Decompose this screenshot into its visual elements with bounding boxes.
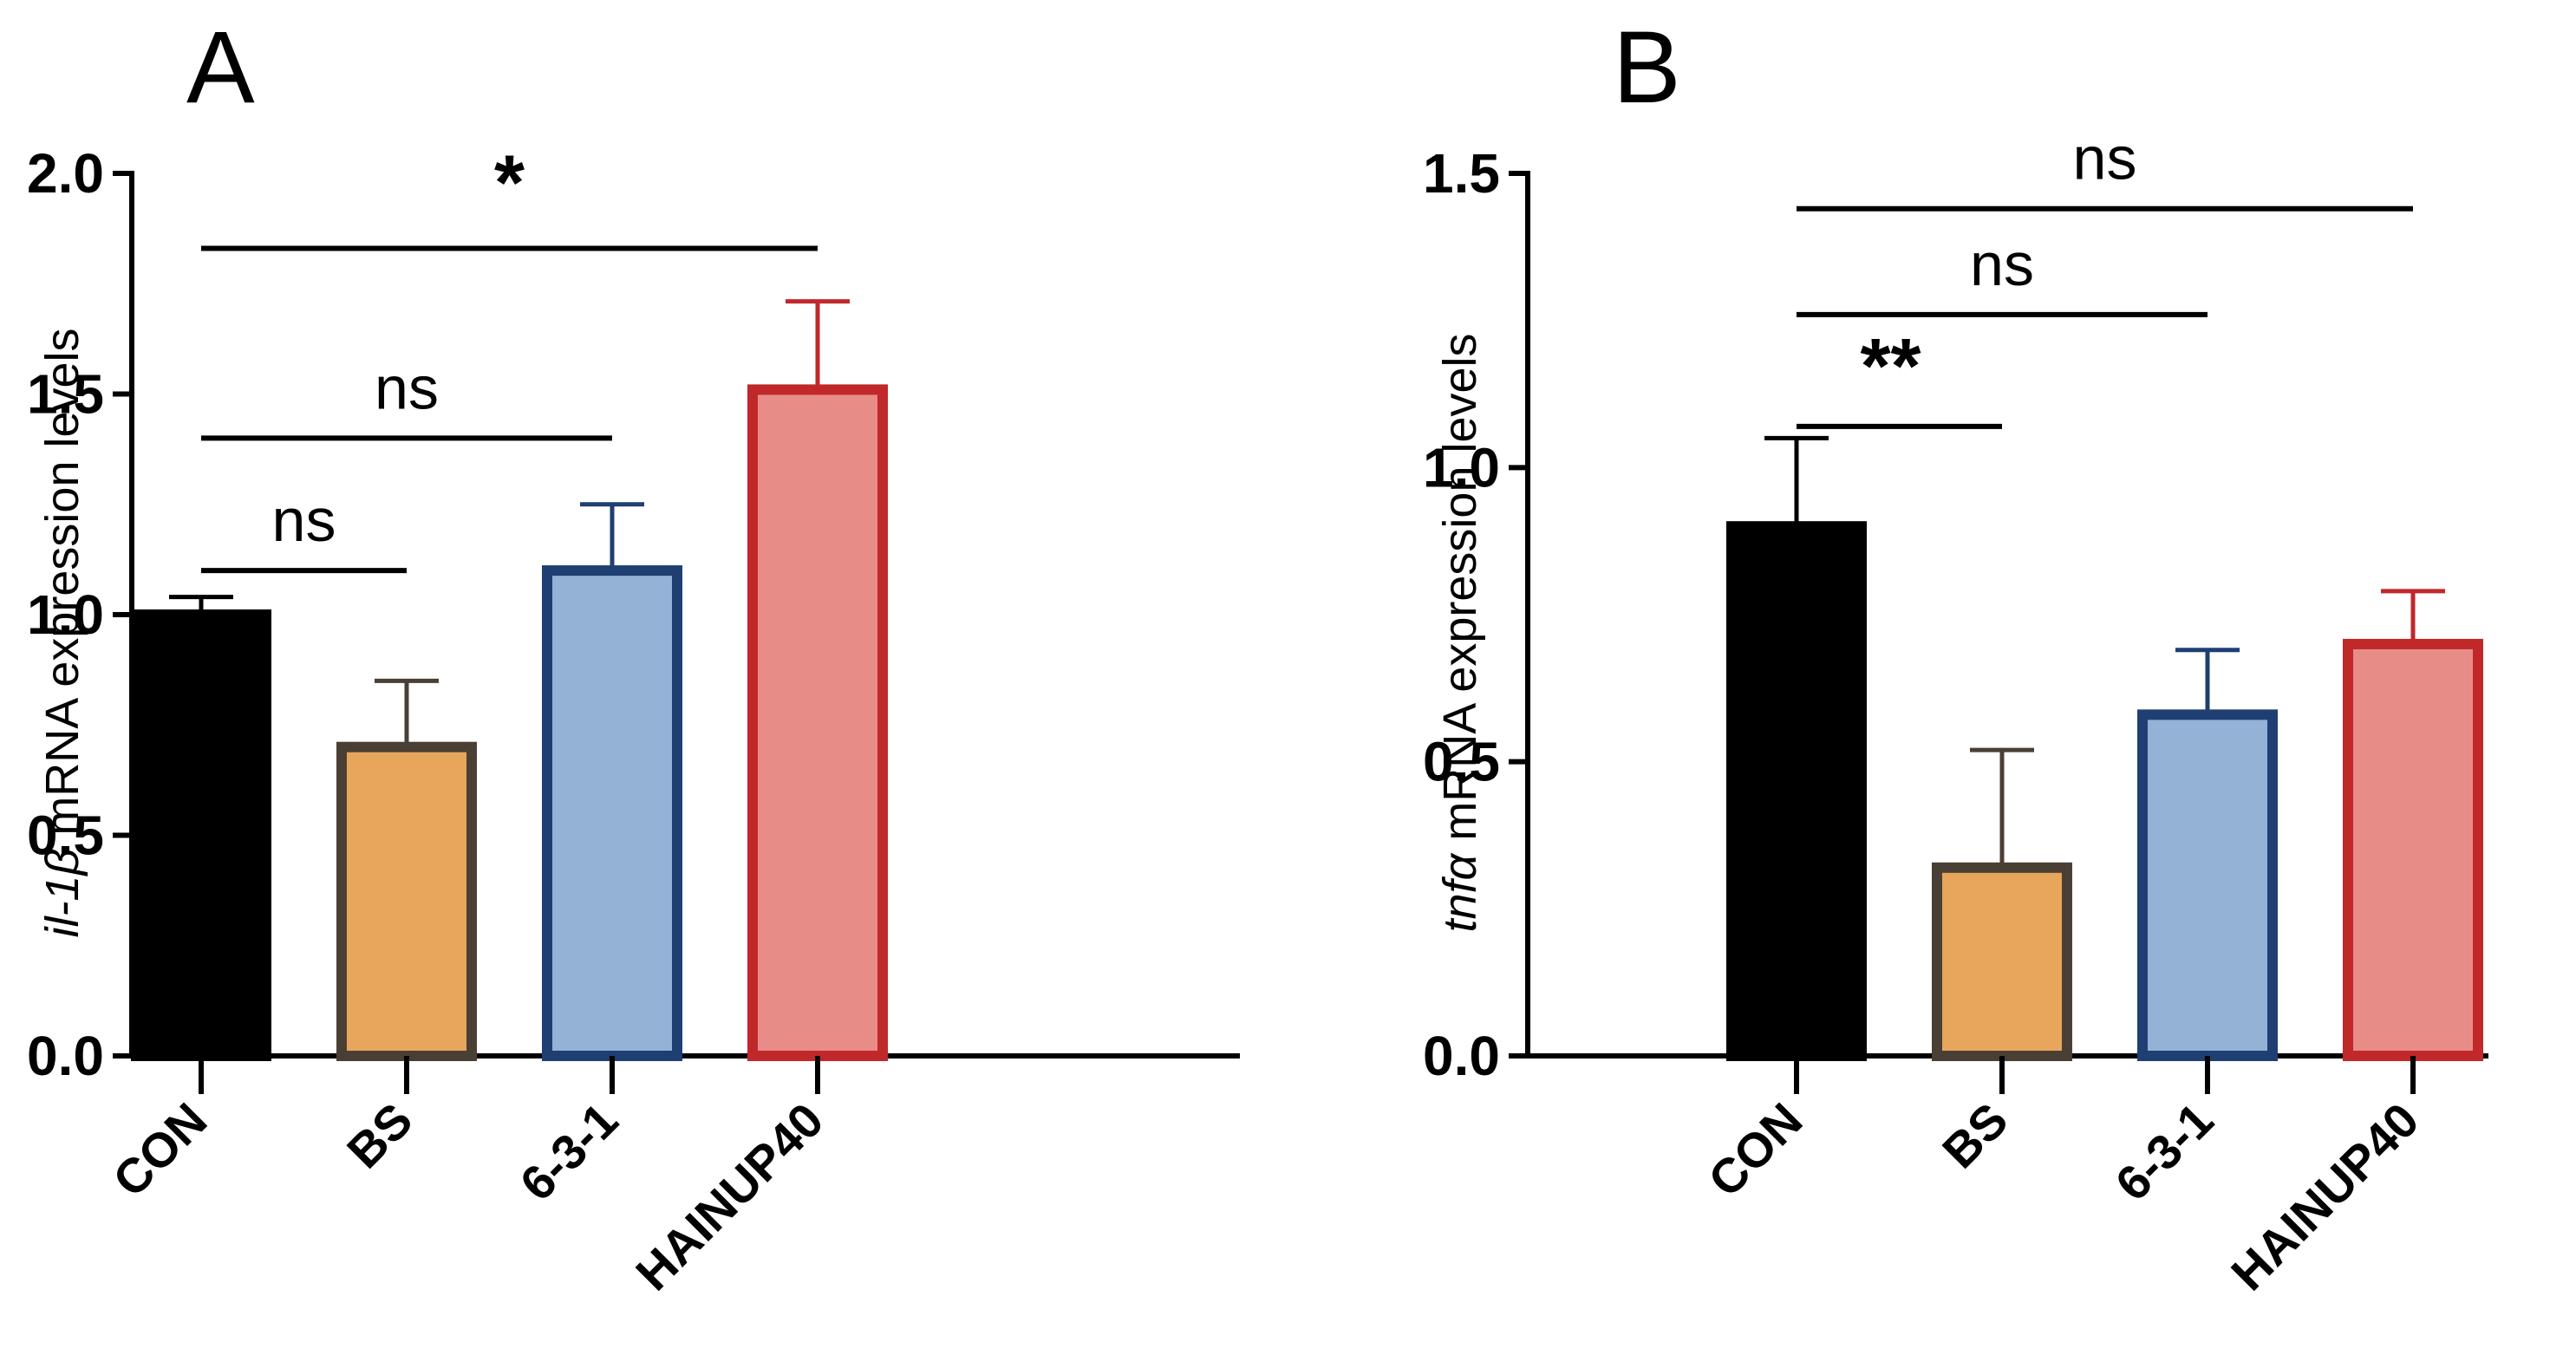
panel-b-ylabel: tnfα mRNA expression levels: [1434, 333, 1486, 932]
panel-b-xtick-label: 6-3-1: [2104, 1092, 2223, 1211]
panel-b-bar-con: [1726, 521, 1867, 1061]
panel-a-ytick-label: 0.5: [27, 805, 104, 867]
panel-b-ylabel-rest: mRNA expression levels: [1434, 333, 1486, 853]
panel-b-bar-bs: [1932, 862, 2072, 1061]
panel-b-bar-hainup40: [2343, 638, 2483, 1062]
panel-a-ylabel-rest: mRNA expression levels: [36, 328, 88, 848]
panel-a-ytick-label: 0.0: [27, 1025, 104, 1087]
panel-a-ytick-label: 1.0: [27, 583, 104, 646]
panel-a-significance-label: ns: [272, 486, 336, 554]
panel-b-ytick-label: 1.0: [1423, 436, 1500, 498]
panel-a-ylabel: il-1β mRNA expression levels: [36, 328, 88, 937]
panel-a-bar-hainup40: [747, 384, 888, 1062]
panel-b-ytick-label: 1.5: [1423, 142, 1500, 205]
panel-b-xtick-label: BS: [1932, 1092, 2018, 1179]
panel-a-xtick-label: 6-3-1: [509, 1092, 628, 1211]
panel-b-significance-label: ns: [2073, 125, 2137, 192]
panel-a-ylabel-gene: il-1β: [36, 849, 88, 938]
panel-b-letter: B: [1613, 10, 1681, 125]
panel-b-ylabel-gene: tnfα: [1434, 852, 1486, 933]
panel-a-xtick-label: BS: [336, 1092, 423, 1179]
panel-a-bar-6-3-1: [542, 565, 682, 1061]
panel-a-chart: A il-1β mRNA expression levels 0.0 0.5 1.0…: [27, 10, 1240, 1300]
panel-b-ytick-label: 0.0: [1423, 1025, 1500, 1087]
panel-a-ytick-label: 2.0: [27, 142, 104, 205]
panel-a-xtick-label: CON: [102, 1092, 218, 1208]
panel-b-ytick-label: 0.5: [1423, 731, 1500, 793]
panel-a-bar-con: [131, 609, 271, 1061]
panel-a-bar-bs: [336, 741, 477, 1061]
panel-a-xtick-label: HAINUP40: [625, 1092, 833, 1300]
panel-a-significance-label: ns: [375, 354, 439, 421]
panel-a-ytick-label: 1.5: [27, 363, 104, 426]
panel-b-xtick-label: HAINUP40: [2221, 1092, 2429, 1300]
panel-b-chart: B tnfα mRNA expression levels 0.0 0.5 1.0 1…: [1423, 10, 2488, 1300]
panel-a-significance-label: *: [494, 140, 525, 227]
panel-b-xtick-label: CON: [1698, 1092, 1813, 1208]
panel-a-letter: A: [186, 10, 255, 125]
panel-b-significance-label: **: [1860, 323, 1921, 410]
panel-b-bar-6-3-1: [2137, 709, 2278, 1062]
panel-b-significance-label: ns: [1970, 231, 2034, 298]
